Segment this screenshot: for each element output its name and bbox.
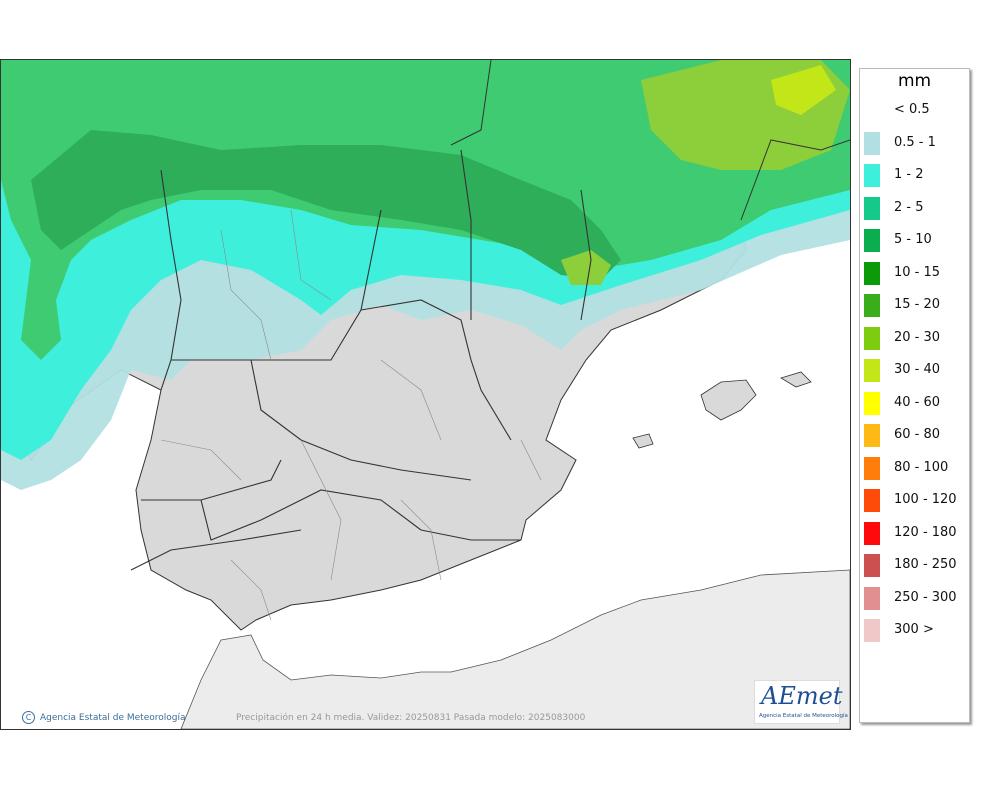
legend-label: 180 - 250 bbox=[894, 557, 957, 572]
legend-label: 80 - 100 bbox=[894, 459, 949, 475]
legend-label: 30 - 40 bbox=[894, 362, 941, 377]
legend-swatch bbox=[864, 326, 880, 350]
north-africa-land bbox=[180, 569, 850, 729]
ibiza bbox=[632, 433, 654, 449]
legend-swatch bbox=[864, 521, 880, 545]
precip-30-40 bbox=[771, 65, 836, 115]
legend-label: 0.5 - 1 bbox=[894, 134, 936, 150]
legend-item: 15 - 20 bbox=[864, 292, 968, 320]
legend-label: 300 > bbox=[894, 622, 934, 637]
legend-swatch bbox=[864, 489, 880, 512]
region-borders bbox=[130, 149, 592, 571]
legend-swatch bbox=[864, 229, 880, 252]
legend-swatch bbox=[864, 196, 880, 220]
legend-item: 5 - 10 bbox=[864, 227, 968, 255]
legend-item: 1 - 2 bbox=[864, 162, 968, 190]
legend-swatch bbox=[864, 391, 880, 415]
legend-swatch bbox=[864, 586, 880, 610]
legend-item: 250 - 300 bbox=[864, 585, 968, 613]
map-canvas bbox=[1, 60, 850, 729]
legend-label: 1 - 2 bbox=[894, 167, 924, 182]
legend-swatch bbox=[864, 456, 880, 480]
legend-label: 20 - 30 bbox=[894, 329, 941, 345]
legend-swatch bbox=[864, 261, 880, 285]
aemet-logo: AEmet Agencia Estatal de Meteorología bbox=[754, 680, 848, 724]
legend-swatch bbox=[864, 359, 880, 382]
precip-pyrenees-spot bbox=[561, 250, 611, 285]
legend-swatch bbox=[864, 294, 880, 317]
legend-label: 2 - 5 bbox=[894, 199, 924, 215]
credit-text: Agencia Estatal de Meteorología bbox=[40, 712, 186, 723]
legend-item: 2 - 5 bbox=[864, 195, 968, 223]
legend-item: 180 - 250 bbox=[864, 552, 968, 580]
legend-label: 250 - 300 bbox=[894, 589, 957, 605]
precip-5-10 bbox=[31, 130, 621, 280]
province-borders bbox=[160, 209, 542, 621]
legend-item: 0.5 - 1 bbox=[864, 130, 968, 158]
legend-label: 10 - 15 bbox=[894, 264, 941, 280]
agency-credit: C Agencia Estatal de Meteorología bbox=[22, 711, 186, 724]
legend-label: 40 - 60 bbox=[894, 394, 941, 410]
logo-subtitle: Agencia Estatal de Meteorología bbox=[759, 713, 848, 719]
logo-wordmark: AEmet bbox=[761, 682, 843, 710]
legend-item: 60 - 80 bbox=[864, 422, 968, 450]
legend-label: 100 - 120 bbox=[894, 492, 957, 507]
mallorca bbox=[700, 379, 757, 421]
legend-label: 60 - 80 bbox=[894, 427, 941, 442]
legend-swatch bbox=[864, 164, 880, 187]
legend-label: 5 - 10 bbox=[894, 232, 932, 247]
legend-label: 120 - 180 bbox=[894, 524, 957, 540]
legend-item: 300 > bbox=[864, 617, 968, 645]
menorca bbox=[780, 371, 812, 388]
france-coastline bbox=[450, 60, 850, 221]
legend-swatch bbox=[864, 99, 880, 122]
legend-swatch bbox=[864, 131, 880, 155]
legend-item: 30 - 40 bbox=[864, 357, 968, 385]
legend-title: mm bbox=[897, 71, 932, 91]
legend-item: 100 - 120 bbox=[864, 487, 968, 515]
legend-swatch bbox=[864, 424, 880, 447]
legend-item: 20 - 30 bbox=[864, 325, 968, 353]
legend-label: < 0.5 bbox=[894, 102, 930, 117]
legend-swatch bbox=[864, 619, 880, 642]
legend-swatch bbox=[864, 554, 880, 577]
legend-label: 15 - 20 bbox=[894, 297, 941, 312]
legend-item: 10 - 15 bbox=[864, 260, 968, 288]
map-caption: Precipitación en 24 h media. Validez: 20… bbox=[236, 713, 586, 723]
legend-item: 120 - 180 bbox=[864, 520, 968, 548]
legend-item: 80 - 100 bbox=[864, 455, 968, 483]
precipitation-map[interactable] bbox=[0, 59, 851, 730]
legend-item: 40 - 60 bbox=[864, 390, 968, 418]
copyright-icon: C bbox=[22, 711, 35, 724]
legend-item: < 0.5 bbox=[864, 97, 968, 125]
precipitation-legend: mm < 0.5 0.5 - 1 1 - 2 2 - 5 5 - 10 10 - 15 15… bbox=[859, 68, 970, 723]
